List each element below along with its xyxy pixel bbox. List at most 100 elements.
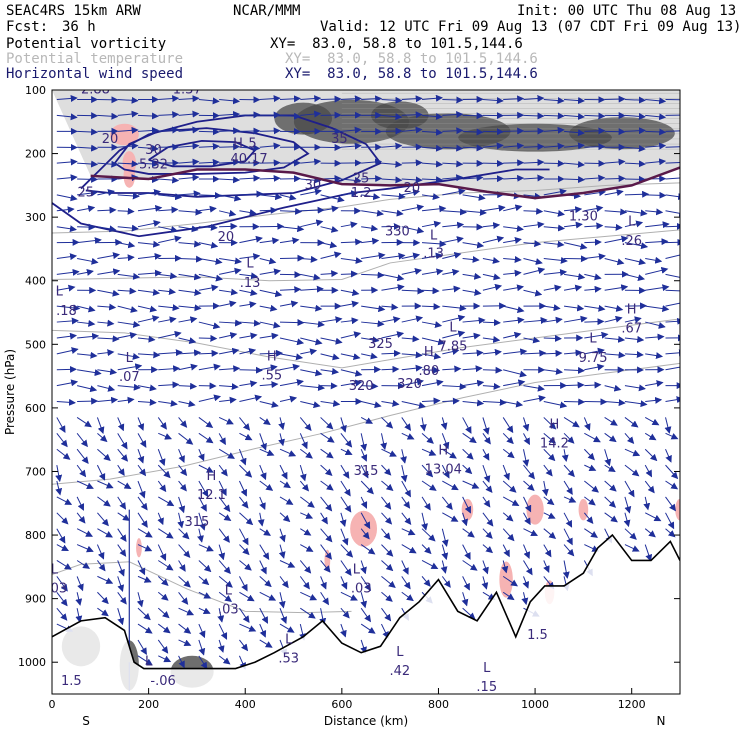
wind-vector	[442, 160, 464, 168]
wind-vector	[137, 398, 157, 406]
wind-vector	[300, 320, 325, 328]
wind-vector	[198, 432, 214, 444]
field-label: -.06	[150, 674, 175, 689]
field-label: .53	[278, 652, 299, 667]
wind-vector	[360, 464, 369, 479]
wind-vector	[320, 241, 338, 249]
wind-vector	[299, 576, 310, 590]
wind-vector	[158, 304, 180, 312]
wind-vector	[381, 331, 405, 339]
wind-vector	[117, 160, 139, 168]
wind-vector	[279, 528, 286, 543]
wind-vector	[482, 96, 504, 104]
wind-vector	[219, 97, 241, 105]
wind-vector	[56, 194, 78, 202]
wind-vector	[644, 432, 657, 441]
wind-vector	[56, 317, 79, 325]
wind-vector	[665, 528, 676, 538]
field-label: 30	[145, 143, 162, 158]
wind-vector	[482, 433, 491, 445]
wind-vector	[157, 544, 167, 562]
field-label: L	[285, 632, 293, 647]
wind-vector	[218, 655, 231, 665]
legend-theta-field: Potential temperature	[6, 51, 184, 67]
x-axis-label: Distance (km)	[324, 714, 408, 728]
wind-vector	[300, 95, 322, 103]
wind-vector	[158, 176, 180, 184]
wind-vector	[462, 379, 485, 387]
wind-vector	[421, 113, 443, 120]
wind-vector	[623, 512, 631, 528]
wind-vector	[523, 528, 539, 536]
wind-vector	[462, 272, 482, 280]
wind-vector	[259, 576, 272, 588]
wind-vector	[77, 128, 99, 136]
field-label: L	[51, 563, 59, 578]
wind-vector	[178, 528, 190, 540]
wind-vector	[381, 192, 406, 200]
wind-vector	[563, 464, 575, 478]
wind-vector	[543, 304, 561, 312]
wind-vector	[77, 189, 98, 197]
wind-vector	[665, 273, 680, 278]
wind-vector	[239, 253, 261, 261]
wind-vector	[563, 432, 575, 444]
wind-vector	[442, 221, 465, 229]
field-label: .55	[261, 369, 282, 384]
wind-vector	[645, 221, 670, 229]
wind-vector	[198, 273, 223, 282]
wind-vector	[665, 366, 680, 371]
wind-vector	[56, 560, 72, 570]
wind-vector	[218, 544, 226, 561]
wind-vector	[381, 417, 394, 429]
wind-vector	[361, 193, 381, 201]
wind-vector	[300, 304, 323, 312]
wind-vector	[97, 528, 113, 538]
wind-vector	[401, 226, 425, 234]
wind-vector	[422, 160, 443, 168]
wind-vector	[97, 289, 120, 297]
field-label: L	[56, 285, 64, 300]
wind-vector	[77, 351, 98, 359]
field-label: .13	[423, 247, 444, 262]
wind-vector	[218, 496, 231, 513]
wind-vector	[523, 349, 547, 357]
wind-vector	[361, 209, 385, 217]
wind-vector	[564, 349, 583, 357]
wind-vector	[137, 623, 153, 634]
wind-vector	[218, 448, 235, 459]
wind-vector	[381, 209, 404, 217]
wind-vector	[136, 592, 144, 608]
wind-vector	[584, 253, 606, 261]
wind-vector	[239, 366, 263, 374]
wind-vector	[563, 528, 573, 546]
wind-vector	[523, 464, 535, 480]
field-label: 7.85	[438, 339, 467, 354]
wind-vector	[543, 142, 565, 150]
wind-vector	[503, 316, 525, 324]
wind-vector	[117, 287, 137, 295]
wind-vector	[584, 285, 602, 293]
wind-vector	[584, 222, 604, 230]
wind-vector	[645, 352, 664, 359]
wind-vector	[440, 417, 448, 431]
wind-vector	[584, 432, 601, 443]
wind-vector	[462, 448, 474, 460]
x-tick-label: 800	[428, 698, 449, 711]
wind-vector	[563, 512, 573, 528]
wind-vector	[442, 127, 464, 135]
wind-vector	[523, 112, 545, 120]
wind-vector	[564, 129, 585, 137]
wind-vector	[502, 480, 517, 493]
wind-vector	[401, 432, 415, 440]
wind-vector	[584, 143, 606, 151]
wind-vector	[217, 639, 225, 653]
wind-vector	[442, 480, 459, 491]
wind-vector	[624, 96, 646, 104]
wind-vector	[239, 591, 255, 602]
wind-vector	[624, 112, 646, 120]
wind-vector	[340, 560, 352, 576]
wind-vector	[381, 176, 403, 184]
wind-vector	[624, 335, 645, 343]
wind-vector	[645, 208, 664, 216]
